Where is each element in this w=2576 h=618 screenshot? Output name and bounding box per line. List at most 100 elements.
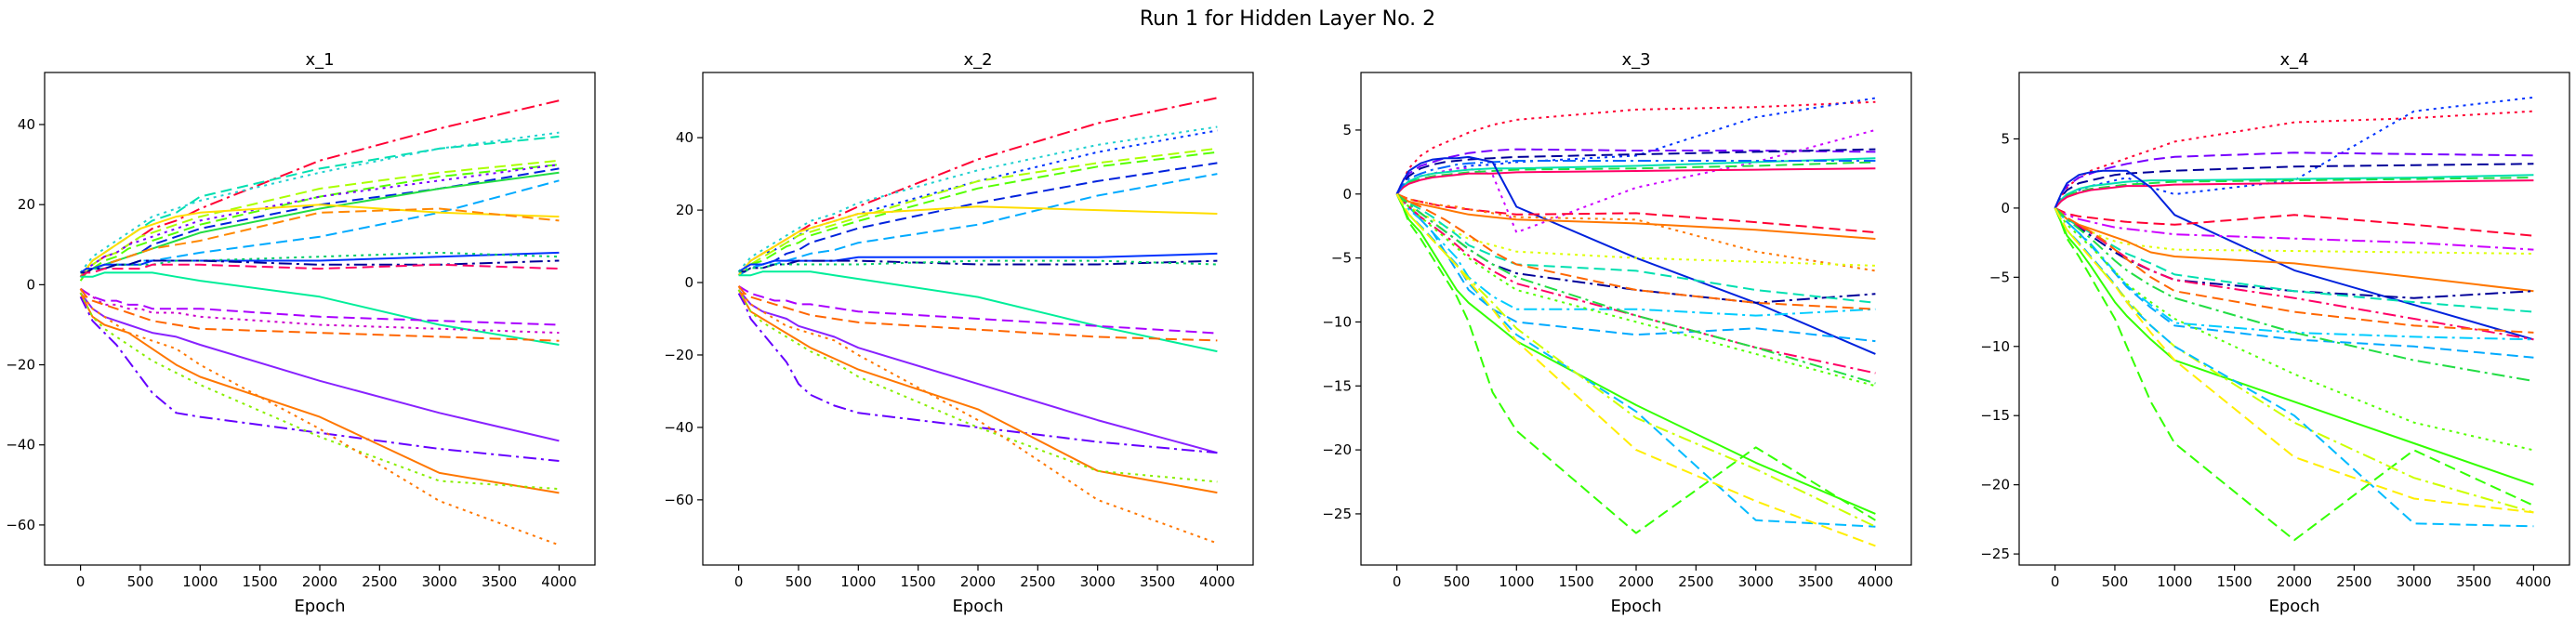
y-tick-label: 0 (2001, 200, 2010, 217)
series-group (2054, 96, 2534, 542)
series-line (1395, 100, 1876, 195)
x-tick-label: 3500 (1798, 573, 1833, 590)
series-line (80, 263, 560, 278)
x-axis-label: Epoch (1610, 597, 1661, 616)
x-tick-label: 2000 (1618, 573, 1654, 590)
series-line (737, 285, 1218, 342)
subplot-1: x_1 0 500 1000 1500 2000 2500 3000 3500 4000 −60 −4… (6, 50, 596, 616)
y-tick-label: −40 (664, 419, 694, 436)
x-tick-label: 1500 (901, 573, 936, 590)
y-tick-label: −10 (1322, 313, 1352, 330)
series-line (80, 159, 560, 278)
y-tick-label: −5 (1331, 250, 1352, 267)
x-tick-label: 1500 (1559, 573, 1594, 590)
x-tick-label: 3000 (2397, 573, 2432, 590)
series-line (1395, 193, 1876, 317)
series-line (738, 285, 1218, 335)
series-line (79, 296, 560, 462)
series-line (738, 259, 1218, 273)
y-tick-label: −25 (1322, 506, 1352, 522)
series-line (737, 289, 1218, 494)
y-tick-label: −20 (6, 357, 35, 374)
y-tick-label: 0 (684, 274, 694, 291)
series-group (1395, 97, 1876, 547)
y-tick-label: 20 (676, 202, 694, 218)
series-line (2054, 207, 2534, 334)
x-tick-label: 3000 (1080, 573, 1116, 590)
x-tick-label: 0 (1393, 573, 1402, 590)
series-line (737, 97, 1218, 276)
x-tick-label: 4000 (1857, 573, 1893, 590)
series-line (79, 288, 560, 342)
subplot-title: x_1 (305, 50, 334, 70)
series-line (1395, 148, 1876, 195)
y-tick-label: 0 (1342, 186, 1352, 203)
y-tick-label: −20 (664, 347, 694, 363)
series-line (1395, 193, 1876, 375)
y-tick-label: −10 (1980, 338, 2010, 355)
x-tick-label: 500 (127, 573, 154, 590)
series-line (1395, 167, 1876, 195)
series-line (2054, 169, 2534, 341)
series-line (2054, 163, 2534, 209)
subplot-title: x_2 (963, 50, 992, 70)
subplot-4: x_4 0 500 1000 1500 2000 2500 3000 3500 4000 −25 −2… (1980, 50, 2570, 616)
y-tick-label: −20 (1322, 441, 1352, 458)
series-line (2054, 207, 2534, 293)
series-line (79, 204, 560, 278)
series-line (1395, 193, 1876, 534)
series-line (2054, 179, 2534, 209)
subplot-title: x_4 (2279, 50, 2308, 70)
subplot-title: x_3 (1621, 50, 1650, 70)
y-tick-label: 40 (18, 116, 35, 133)
series-line (2054, 207, 2534, 341)
series-line (1395, 157, 1876, 195)
y-tick-label: 40 (676, 129, 694, 146)
y-tick-label: 5 (2001, 130, 2010, 147)
y-tick-label: 20 (18, 196, 35, 213)
x-tick-label: 4000 (1199, 573, 1235, 590)
subplot-3: x_3 0 500 1000 1500 2000 2500 3000 3500 4000 −25 −2… (1322, 50, 1912, 616)
series-line (1395, 193, 1876, 388)
series-line (1395, 148, 1876, 195)
series-line (79, 131, 560, 273)
series-line (79, 164, 560, 278)
x-tick-label: 1000 (182, 573, 218, 590)
x-tick-label: 3000 (1738, 573, 1774, 590)
series-line (2054, 177, 2534, 209)
x-axis-label: Epoch (2268, 597, 2319, 616)
y-tick-label: −15 (1322, 377, 1352, 394)
x-tick-label: 2500 (2336, 573, 2371, 590)
series-line (2054, 206, 2534, 237)
x-tick-label: 1000 (840, 573, 876, 590)
series-line (2054, 110, 2534, 209)
series-line (1395, 193, 1876, 385)
series-line (1395, 193, 1876, 343)
x-tick-label: 1500 (243, 573, 278, 590)
series-line (79, 292, 560, 442)
series-line (1396, 192, 1876, 304)
x-tick-label: 0 (2051, 573, 2060, 590)
series-group (79, 99, 560, 546)
series-line (1395, 160, 1876, 195)
y-tick-label: −60 (664, 492, 694, 508)
series-line (1395, 161, 1876, 195)
x-tick-label: 500 (786, 573, 812, 590)
x-tick-label: 0 (734, 573, 744, 590)
x-tick-label: 500 (1444, 573, 1471, 590)
series-line (2054, 174, 2534, 209)
x-axis-label: Epoch (294, 597, 345, 616)
subplot-2: x_2 0 500 1000 1500 2000 2500 3000 3500 4000 −60 −4… (664, 50, 1254, 616)
series-line (1395, 97, 1876, 195)
series-line (1396, 192, 1876, 234)
y-tick-label: −20 (1980, 477, 2010, 493)
series-line (80, 271, 560, 346)
series-line (2054, 207, 2534, 486)
series-line (1395, 128, 1876, 234)
series-line (737, 147, 1218, 276)
y-tick-label: −40 (6, 437, 35, 454)
axes-frame (44, 72, 596, 566)
series-line (738, 162, 1218, 277)
x-tick-label: 4000 (2516, 573, 2551, 590)
